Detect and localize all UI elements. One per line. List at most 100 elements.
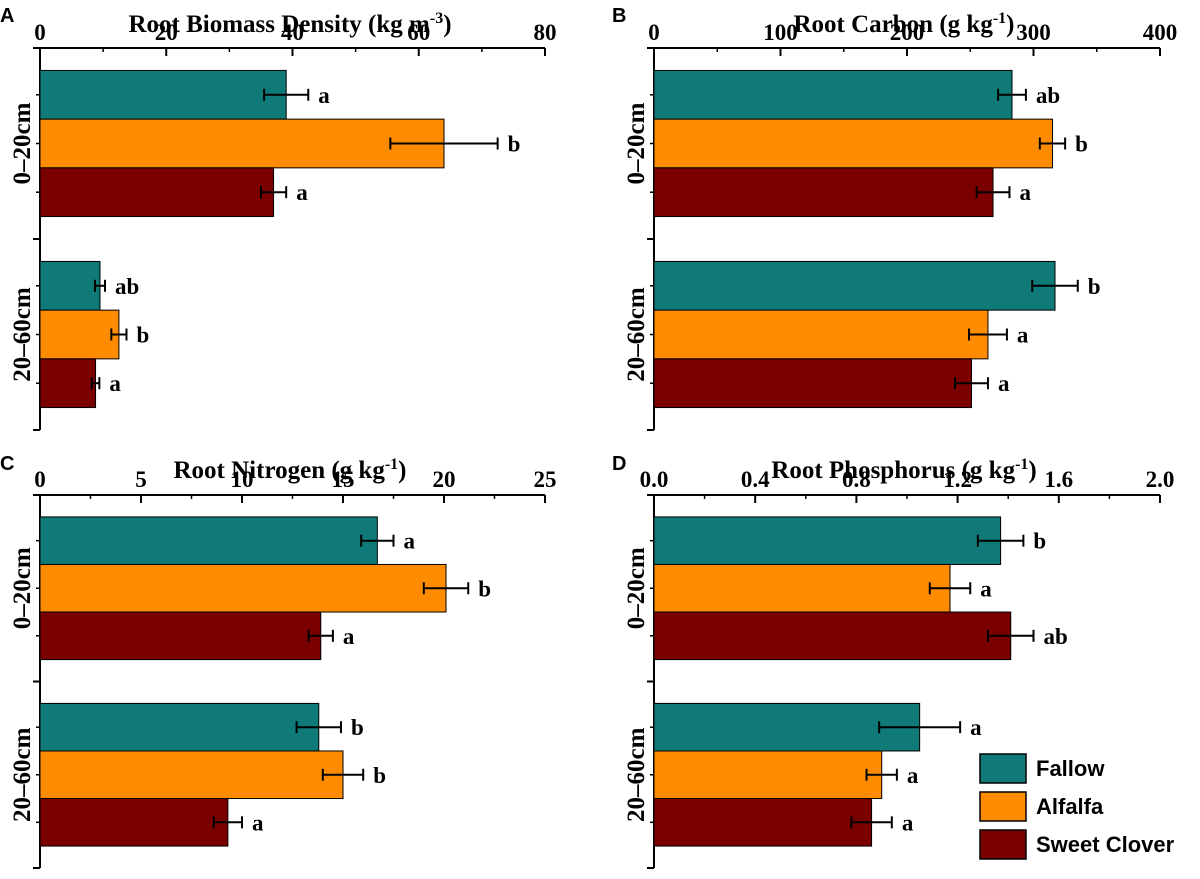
bar	[39, 702, 320, 752]
chart-panel-d: D Root Phosphorus (g kg-1) 0.0 0.4 0.8 1.2 1.6…	[612, 453, 1175, 869]
significance-label: a	[252, 810, 264, 835]
chart-title-superscript: -3	[430, 10, 443, 27]
x-tick-label: 0.0	[640, 467, 669, 492]
x-tick-label: 40	[281, 20, 304, 45]
legend: Fallow Alfalfa Sweet Clover	[979, 753, 1175, 860]
significance-label: b	[373, 763, 386, 788]
significance-label: a	[970, 715, 982, 740]
x-tick-label: 100	[763, 20, 798, 45]
x-tick-label: 80	[534, 20, 557, 45]
bar	[39, 611, 322, 661]
chart-title: Root Nitrogen (g kg-1)	[174, 456, 407, 484]
bar	[39, 798, 229, 847]
chart-panel-c: C Root Nitrogen (g kg-1) 0 5 10 15 20 25 a b a 0–20…	[0, 453, 557, 869]
significance-label: ab	[115, 274, 139, 299]
chart-title-main: Root Biomass Density (kg m	[128, 11, 430, 38]
significance-label: a	[980, 576, 992, 601]
chart-panel-a: A Root Biomass Density (kg m-3) 0 20 40 60 80 a…	[0, 5, 557, 431]
x-tick-label: 300	[1016, 20, 1051, 45]
chart-panel-b: B Root Carbon (g kg-1)0 100 200 300 400abba0–…	[612, 5, 1178, 431]
bar	[653, 118, 1053, 169]
x-tick-label: 10	[231, 467, 254, 492]
bar	[653, 358, 973, 409]
significance-label: a	[296, 180, 308, 205]
legend-swatch	[979, 829, 1027, 860]
bar	[39, 118, 445, 169]
legend-label: Alfalfa	[1036, 794, 1104, 819]
bar	[39, 750, 344, 800]
chart-title: Root Carbon (g kg-1)	[794, 10, 1015, 38]
significance-label: ab	[1044, 624, 1068, 649]
category-label: 0–20cm	[9, 547, 36, 629]
x-tick-label: 0	[34, 467, 46, 492]
bar	[653, 750, 883, 800]
panel-letter: A	[0, 5, 14, 27]
significance-label: b	[1088, 274, 1101, 299]
legend-swatch	[979, 791, 1027, 822]
bar	[653, 260, 1056, 311]
chart-title: Root Phosphorus (g kg-1)	[771, 456, 1036, 484]
chart-title-end: )	[1006, 11, 1014, 38]
bar	[39, 167, 275, 218]
bar	[653, 69, 1013, 120]
significance-label: b	[478, 576, 491, 601]
chart-title: Root Biomass Density (kg m-3)	[128, 10, 451, 38]
chart-title-superscript: -1	[993, 10, 1006, 27]
chart-title-end: )	[1028, 457, 1036, 484]
significance-label: a	[1017, 323, 1029, 348]
x-tick-label: 15	[332, 467, 355, 492]
x-tick-label: 1.2	[943, 467, 972, 492]
chart-title-end: )	[398, 457, 406, 484]
chart-title-main: Root Carbon (g kg	[794, 11, 994, 38]
significance-label: b	[351, 715, 364, 740]
significance-label: a	[318, 83, 330, 108]
x-tick-label: 2.0	[1146, 467, 1175, 492]
bar	[653, 563, 951, 613]
bar	[653, 702, 921, 752]
x-tick-label: 0.4	[741, 467, 770, 492]
chart-title-superscript: -1	[1015, 456, 1028, 473]
category-label: 20–60cm	[623, 727, 650, 822]
x-tick-label: 60	[407, 20, 430, 45]
bar	[653, 611, 1012, 661]
significance-label: a	[998, 371, 1010, 396]
panel-letter: D	[612, 453, 626, 475]
panel-letter: C	[0, 453, 14, 475]
bar	[39, 260, 101, 311]
bar	[653, 167, 994, 218]
significance-label: b	[1033, 529, 1046, 554]
bar	[653, 516, 1002, 565]
bar	[39, 309, 120, 360]
bar	[653, 798, 873, 847]
x-tick-label: 0	[34, 20, 46, 45]
significance-label: b	[1075, 132, 1088, 157]
significance-label: a	[404, 529, 416, 554]
significance-label: a	[1019, 180, 1031, 205]
x-tick-label: 0.8	[842, 467, 871, 492]
chart-title-end: )	[443, 11, 451, 38]
chart-title-main: Root Phosphorus (g kg	[771, 457, 1015, 484]
bar	[39, 516, 378, 565]
chart-title-main: Root Nitrogen (g kg	[174, 457, 386, 484]
legend-label: Fallow	[1036, 756, 1105, 781]
x-tick-label: 25	[534, 467, 557, 492]
significance-label: a	[902, 810, 914, 835]
bar	[39, 69, 287, 120]
category-label: 0–20cm	[623, 102, 650, 184]
panel-letter: B	[612, 5, 626, 27]
x-tick-label: 5	[135, 467, 147, 492]
x-tick-label: 400	[1143, 20, 1178, 45]
x-tick-label: 1.6	[1044, 467, 1073, 492]
significance-label: ab	[1036, 83, 1060, 108]
chart-title-superscript: -1	[385, 456, 398, 473]
significance-label: a	[907, 763, 919, 788]
category-label: 20–60cm	[9, 287, 36, 382]
legend-swatch	[979, 753, 1027, 784]
bar	[653, 309, 989, 360]
bar	[39, 358, 97, 409]
x-tick-label: 200	[890, 20, 925, 45]
category-label: 20–60cm	[623, 287, 650, 382]
significance-label: a	[343, 624, 355, 649]
significance-label: b	[508, 132, 521, 157]
